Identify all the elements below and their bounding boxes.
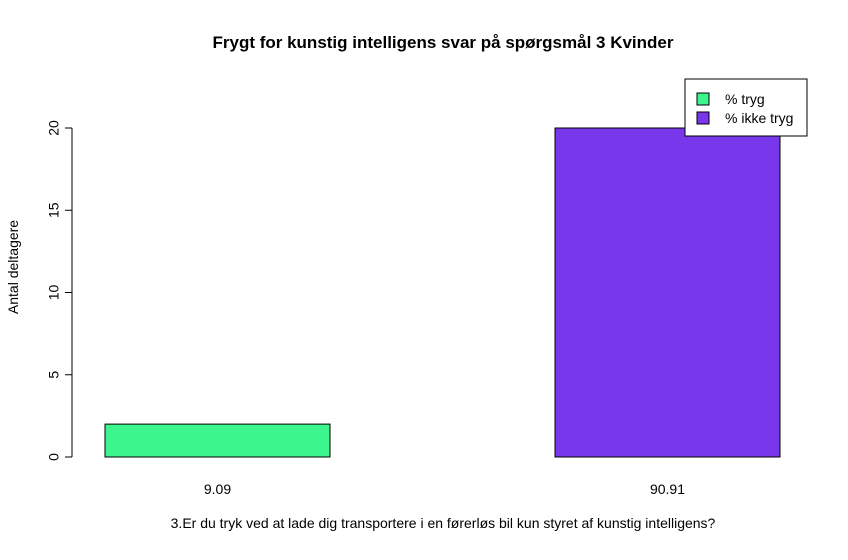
bars-group bbox=[104, 127, 781, 458]
category-label: 9.09 bbox=[204, 481, 231, 497]
chart-title: Frygt for kunstig intelligens svar på sp… bbox=[212, 33, 673, 52]
y-axis-label: Antal deltagere bbox=[5, 220, 21, 314]
legend-box bbox=[684, 78, 808, 137]
y-tick-label: 5 bbox=[46, 371, 62, 379]
y-tick-label: 20 bbox=[46, 120, 62, 136]
y-tick-label: 10 bbox=[46, 285, 62, 301]
category-labels: 9.09 90.91 bbox=[204, 481, 685, 497]
y-tick-label: 15 bbox=[46, 202, 62, 218]
legend-swatch bbox=[696, 111, 710, 125]
category-label: 90.91 bbox=[650, 481, 685, 497]
bar bbox=[554, 127, 781, 458]
legend: % tryg % ikke tryg bbox=[684, 78, 808, 137]
legend-swatch bbox=[696, 92, 710, 106]
bar bbox=[104, 423, 331, 458]
legend-label: % ikke tryg bbox=[725, 110, 793, 126]
y-tick-label: 0 bbox=[46, 453, 62, 461]
legend-label: % tryg bbox=[725, 91, 765, 107]
x-axis-label: 3.Er du tryk ved at lade dig transporter… bbox=[171, 515, 716, 531]
y-axis: 0 5 10 15 20 bbox=[46, 120, 73, 461]
